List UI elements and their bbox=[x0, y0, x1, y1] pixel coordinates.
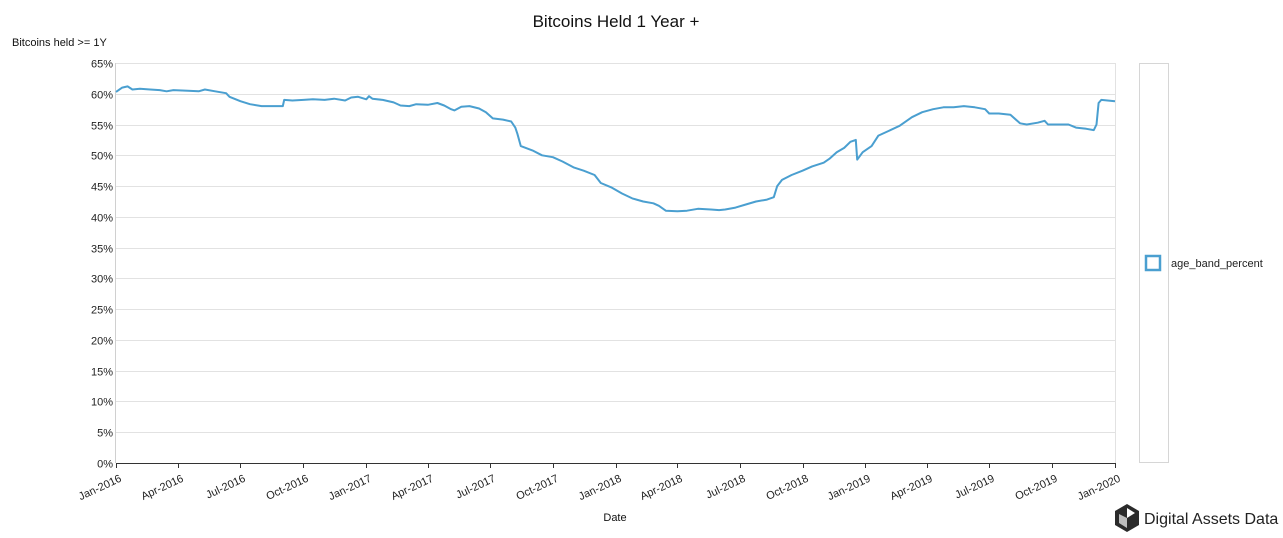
x-axis-label: Date bbox=[603, 512, 626, 524]
legend[interactable]: age_band_percent bbox=[1139, 63, 1263, 463]
x-axis-ticks: Jan-2016 Apr-2016 Jul-2016 Oct-2016 Jan-2017… bbox=[77, 463, 1123, 503]
gridlines bbox=[115, 63, 1116, 464]
y-tick-label: 10% bbox=[91, 397, 113, 409]
y-tick-label: 60% bbox=[91, 90, 113, 102]
y-tick-label: 30% bbox=[91, 274, 113, 286]
y-tick-label: 55% bbox=[91, 121, 113, 133]
y-tick-label: 0% bbox=[97, 459, 113, 471]
brand-name: Digital Assets Data bbox=[1144, 511, 1278, 528]
x-tick-label: Apr-2016 bbox=[139, 473, 185, 503]
y-axis-ticks: 0% 5% 10% 15% 20% 25% 30% 35% 40% 45% 50% 55% 60% 65% bbox=[91, 59, 113, 471]
x-tick-label: Oct-2016 bbox=[264, 473, 310, 503]
legend-label[interactable]: age_band_percent bbox=[1171, 258, 1263, 270]
y-axis-label: Bitcoins held >= 1Y bbox=[12, 37, 107, 49]
y-tick-label: 35% bbox=[91, 244, 113, 256]
y-tick-label: 15% bbox=[91, 367, 113, 379]
x-tick-label: Jan-2016 bbox=[77, 473, 124, 503]
series-layer bbox=[115, 85, 1116, 213]
x-tick-label: Jan-2018 bbox=[577, 473, 624, 503]
x-tick-label: Oct-2018 bbox=[764, 473, 810, 503]
brand-mark-icon bbox=[1115, 504, 1139, 532]
series-line-age_band_percent bbox=[115, 85, 1116, 213]
x-tick-label: Jan-2017 bbox=[327, 473, 374, 503]
x-tick-label: Apr-2017 bbox=[389, 473, 435, 503]
y-tick-label: 50% bbox=[91, 151, 113, 163]
x-tick-label: Jul-2016 bbox=[204, 473, 247, 502]
x-tick-label: Oct-2019 bbox=[1013, 473, 1059, 503]
y-tick-label: 65% bbox=[91, 59, 113, 71]
x-tick-label: Jul-2017 bbox=[454, 473, 497, 502]
x-tick-label: Apr-2018 bbox=[638, 473, 684, 503]
chart-title: Bitcoins Held 1 Year + bbox=[533, 12, 700, 31]
x-tick-label: Jan-2020 bbox=[1076, 473, 1123, 503]
legend-swatch[interactable] bbox=[1144, 254, 1162, 272]
x-tick-label: Jul-2019 bbox=[953, 473, 996, 502]
y-tick-label: 25% bbox=[91, 305, 113, 317]
x-tick-label: Apr-2019 bbox=[888, 473, 934, 503]
y-tick-label: 20% bbox=[91, 336, 113, 348]
y-tick-label: 40% bbox=[91, 213, 113, 225]
x-tick-label: Jul-2018 bbox=[704, 473, 747, 502]
brand-logo: Digital Assets Data bbox=[1115, 504, 1278, 532]
y-tick-label: 5% bbox=[97, 428, 113, 440]
x-tick-label: Oct-2017 bbox=[514, 473, 560, 503]
x-tick-label: Jan-2019 bbox=[826, 473, 873, 503]
y-tick-label: 45% bbox=[91, 182, 113, 194]
